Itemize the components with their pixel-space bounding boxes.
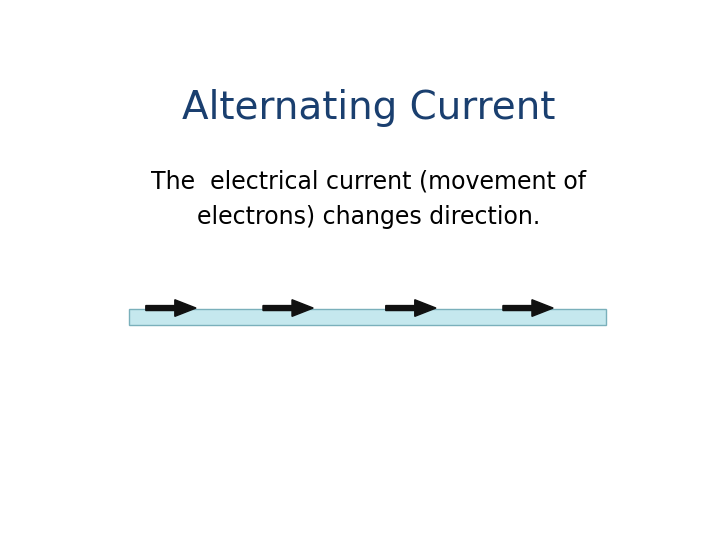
FancyArrow shape	[386, 300, 436, 316]
Text: The  electrical current (movement of: The electrical current (movement of	[151, 169, 587, 193]
Text: electrons) changes direction.: electrons) changes direction.	[197, 205, 541, 228]
FancyArrow shape	[503, 300, 553, 316]
FancyArrow shape	[263, 300, 313, 316]
Text: Alternating Current: Alternating Current	[182, 90, 556, 127]
Bar	[129, 309, 606, 325]
FancyArrow shape	[145, 300, 196, 316]
